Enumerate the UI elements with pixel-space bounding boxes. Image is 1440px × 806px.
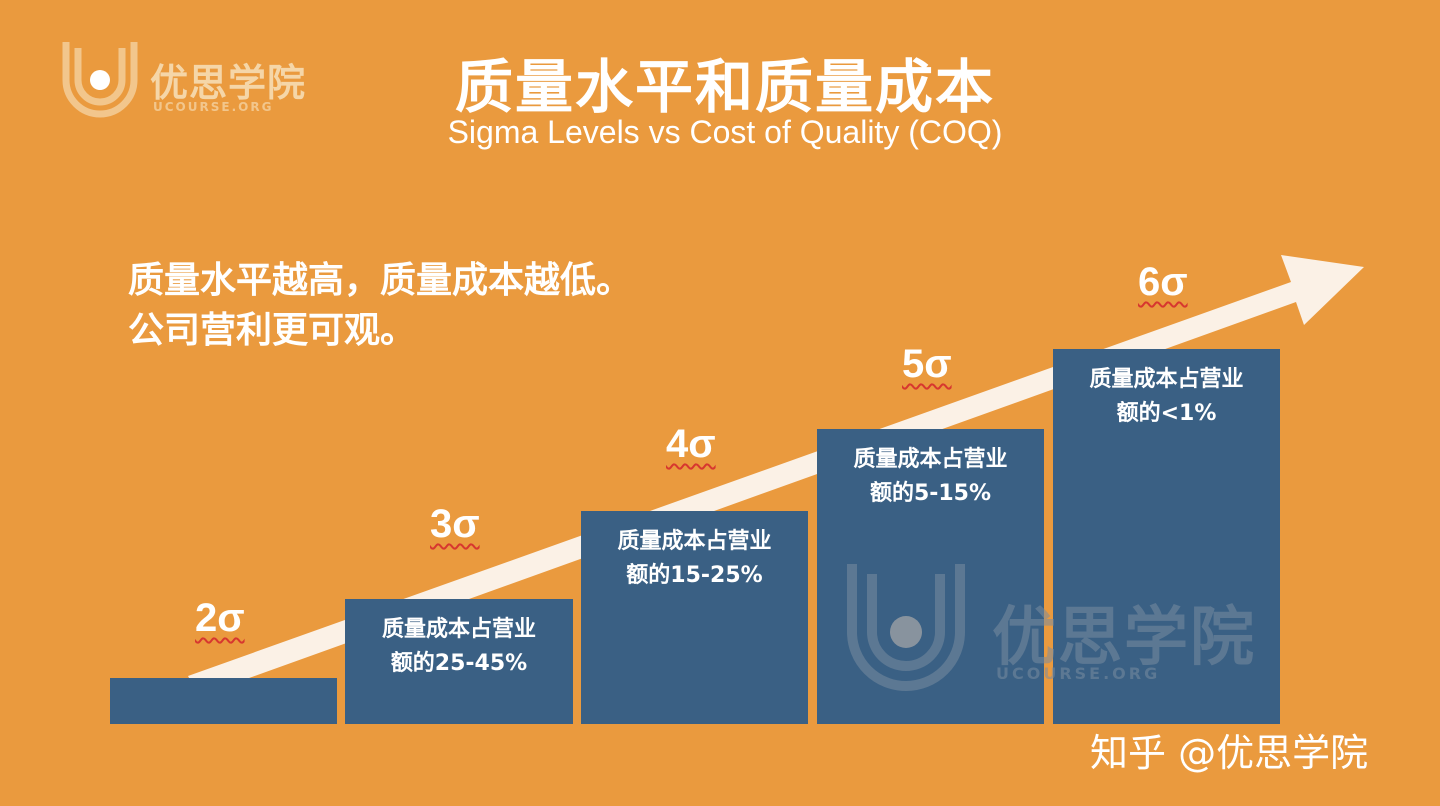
- step-desc-line-2: 额的<1%: [1116, 401, 1217, 426]
- step-desc-line-1: 质量成本占营业: [617, 529, 772, 554]
- sigma-label-4: 4σ: [666, 422, 716, 466]
- ucourse-logo-icon: [62, 42, 138, 118]
- brand-name: 优思学院: [150, 61, 307, 105]
- step-bar-2-sigma: [110, 678, 337, 724]
- step-desc-line-1: 质量成本占营业: [1089, 367, 1244, 392]
- key-statement: 质量水平越高，质量成本越低。 公司营利更可观。: [128, 256, 632, 356]
- brand-logo: 优思学院 UCOURSE.ORG: [58, 36, 348, 126]
- step-desc-line-2: 额的5-15%: [869, 481, 992, 506]
- sigma-label-5: 5σ: [902, 342, 952, 386]
- sigma-label-3: 3σ: [430, 502, 480, 546]
- ucourse-watermark-icon: [847, 564, 965, 691]
- zhihu-credit: 知乎 @优思学院: [1090, 731, 1369, 775]
- step-desc-line-2: 额的15-25%: [626, 563, 763, 588]
- page-subtitle: Sigma Levels vs Cost of Quality (COQ): [447, 114, 1003, 150]
- sigma-label-2: 2σ: [195, 596, 245, 640]
- watermark-name: 优思学院: [992, 601, 1256, 675]
- step-desc-line-1: 质量成本占营业: [853, 447, 1008, 472]
- step-bar-6-sigma: 质量成本占营业 额的<1%: [1053, 349, 1280, 724]
- step-bar-4-sigma: 质量成本占营业 额的15-25%: [581, 511, 808, 724]
- statement-line-1: 质量水平越高，质量成本越低。: [128, 260, 633, 301]
- step-bar-3-sigma: 质量成本占营业 额的25-45%: [345, 599, 573, 724]
- step-desc-line-1: 质量成本占营业: [381, 617, 536, 642]
- statement-line-2: 公司营利更可观。: [128, 310, 417, 351]
- watermark-site: UCOURSE.ORG: [996, 664, 1161, 683]
- step-bar-5-sigma: 质量成本占营业 额的5-15%: [817, 429, 1044, 724]
- watermark: 优思学院 UCOURSE.ORG: [842, 560, 1282, 700]
- step-desc-line-2: 额的25-45%: [390, 651, 528, 676]
- sigma-label-6: 6σ: [1138, 260, 1188, 304]
- page-title: 质量水平和质量成本: [454, 53, 995, 121]
- brand-site: UCOURSE.ORG: [153, 100, 274, 114]
